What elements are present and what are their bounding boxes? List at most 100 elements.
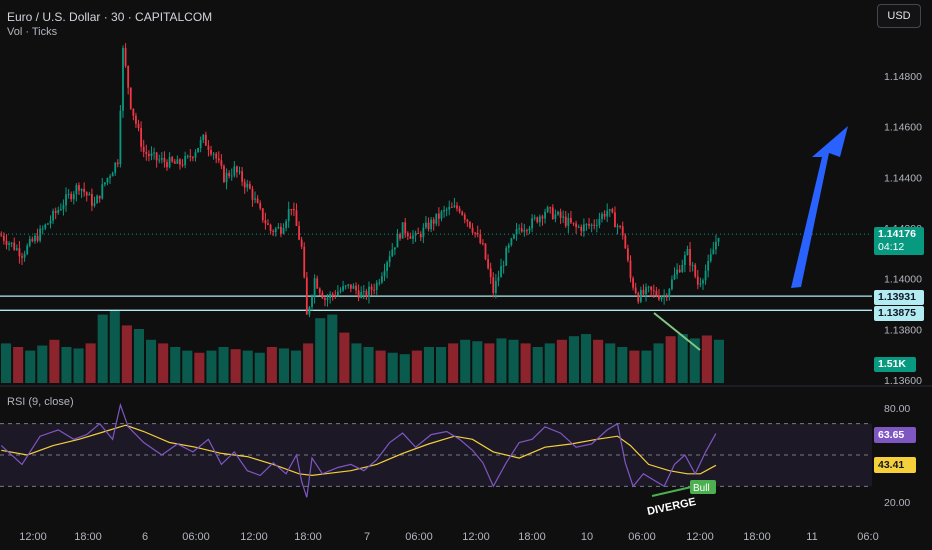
support-upper-tag: 1.13931 bbox=[874, 290, 924, 305]
candle-body bbox=[75, 185, 78, 195]
volume-bar bbox=[291, 350, 302, 383]
candle bbox=[140, 121, 143, 152]
candle-body bbox=[277, 226, 280, 229]
candle bbox=[388, 250, 391, 268]
candle bbox=[184, 151, 187, 169]
candle-body bbox=[709, 254, 712, 262]
candle-body bbox=[391, 249, 394, 257]
volume-bar bbox=[375, 350, 386, 383]
candle bbox=[704, 264, 707, 285]
volume-bar bbox=[713, 339, 724, 383]
candle bbox=[528, 225, 531, 234]
candle-body bbox=[456, 205, 458, 209]
currency-button[interactable]: USD bbox=[877, 4, 921, 28]
candle-body bbox=[689, 249, 691, 266]
candle bbox=[562, 210, 565, 224]
candle bbox=[101, 177, 104, 200]
candle bbox=[471, 223, 474, 236]
candle bbox=[626, 244, 629, 263]
candle-body bbox=[450, 206, 453, 208]
candle-body bbox=[109, 176, 111, 178]
candle-body bbox=[80, 188, 83, 191]
candle-body bbox=[676, 269, 679, 275]
candle bbox=[419, 231, 422, 242]
candle bbox=[409, 232, 412, 239]
candle bbox=[520, 222, 523, 233]
candle bbox=[396, 228, 399, 248]
candle-body bbox=[93, 203, 96, 206]
bull-badge-label: Bull bbox=[693, 483, 710, 494]
candle bbox=[432, 217, 435, 231]
volume-bar bbox=[37, 345, 48, 383]
candle-body bbox=[707, 261, 710, 271]
candle-body bbox=[171, 157, 174, 162]
candle bbox=[321, 290, 324, 300]
candle bbox=[691, 261, 694, 272]
candle bbox=[119, 104, 122, 168]
candle-body bbox=[230, 175, 233, 177]
candle bbox=[269, 223, 272, 235]
candle bbox=[96, 194, 99, 204]
volume-bar bbox=[133, 329, 144, 383]
volume-bar bbox=[665, 336, 676, 383]
candle bbox=[91, 188, 93, 212]
candle-body bbox=[665, 296, 668, 298]
candle-body bbox=[31, 239, 34, 242]
rsi-label: RSI (9, close) bbox=[7, 396, 74, 408]
candle-body bbox=[562, 216, 565, 218]
candle bbox=[518, 224, 521, 235]
candle bbox=[109, 174, 111, 184]
candle bbox=[15, 244, 18, 252]
candle bbox=[461, 210, 464, 216]
candle bbox=[106, 177, 109, 186]
candle-body bbox=[305, 277, 308, 315]
candle bbox=[658, 288, 660, 301]
candle bbox=[228, 170, 231, 179]
candle-body bbox=[176, 159, 179, 164]
candle bbox=[334, 290, 337, 299]
candle bbox=[505, 245, 508, 266]
candle-body bbox=[336, 291, 339, 296]
candle bbox=[160, 152, 163, 164]
candle-body bbox=[96, 195, 99, 204]
candle bbox=[215, 152, 218, 164]
candle-body bbox=[642, 289, 645, 295]
volume-bar bbox=[677, 334, 688, 383]
rsi-value-tag: 63.65 bbox=[874, 427, 916, 443]
candle-body bbox=[448, 206, 451, 210]
candle-body bbox=[18, 248, 21, 257]
candle-body bbox=[160, 158, 163, 160]
time-axis-tick: 12:00 bbox=[686, 531, 714, 543]
candle-body bbox=[507, 245, 510, 248]
candle-body bbox=[321, 292, 324, 299]
candle-body bbox=[70, 193, 73, 200]
volume-bar bbox=[339, 332, 350, 383]
rsi-ma-value-tag: 43.41 bbox=[874, 457, 916, 473]
volume-bar bbox=[387, 352, 398, 383]
candle-body bbox=[492, 277, 495, 293]
candle bbox=[176, 155, 179, 164]
candle bbox=[59, 203, 62, 211]
candle-body bbox=[116, 162, 119, 165]
candle bbox=[194, 149, 197, 162]
candle-body bbox=[531, 218, 534, 229]
candle bbox=[598, 212, 601, 229]
candle-body bbox=[324, 298, 326, 300]
candle bbox=[355, 282, 357, 295]
candle-body bbox=[52, 210, 54, 221]
candle-body bbox=[41, 228, 44, 230]
candle-body bbox=[484, 243, 487, 260]
price-axis-tick: 1.14800 bbox=[884, 71, 922, 83]
candle-body bbox=[427, 222, 430, 230]
volume-bar bbox=[73, 348, 84, 383]
candle-body bbox=[36, 235, 39, 241]
candle bbox=[261, 207, 264, 223]
candle-body bbox=[280, 226, 282, 234]
candle bbox=[425, 215, 427, 230]
volume-bar bbox=[206, 350, 217, 383]
candle-body bbox=[443, 210, 445, 212]
candle-body bbox=[686, 249, 689, 256]
candle-body bbox=[72, 194, 75, 200]
candle bbox=[311, 294, 313, 311]
